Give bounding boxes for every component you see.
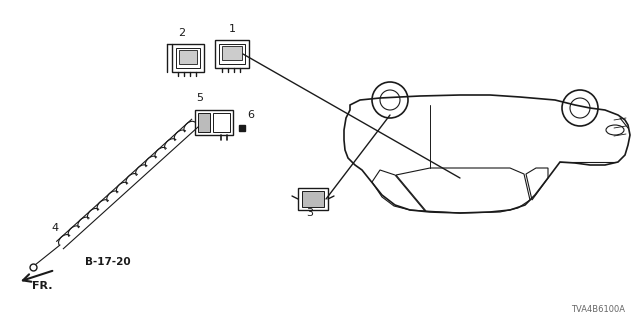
Text: 3: 3 [307, 208, 314, 218]
Bar [213, 113, 230, 132]
Text: 4: 4 [51, 223, 59, 233]
Text: 1: 1 [228, 24, 236, 34]
Text: TVA4B6100A: TVA4B6100A [571, 305, 625, 314]
Bar [176, 48, 200, 68]
Bar [219, 44, 245, 64]
Bar [215, 40, 249, 68]
Text: 5: 5 [196, 93, 204, 103]
Bar [172, 44, 204, 72]
Bar [302, 191, 324, 207]
Bar [222, 46, 242, 60]
Bar [298, 188, 328, 210]
Bar [179, 50, 197, 64]
Text: 6: 6 [247, 110, 254, 120]
Text: B-17-20: B-17-20 [85, 257, 131, 267]
Bar [195, 110, 233, 135]
Text: FR.: FR. [32, 281, 52, 291]
Text: 2: 2 [179, 28, 186, 38]
Bar [198, 113, 210, 132]
